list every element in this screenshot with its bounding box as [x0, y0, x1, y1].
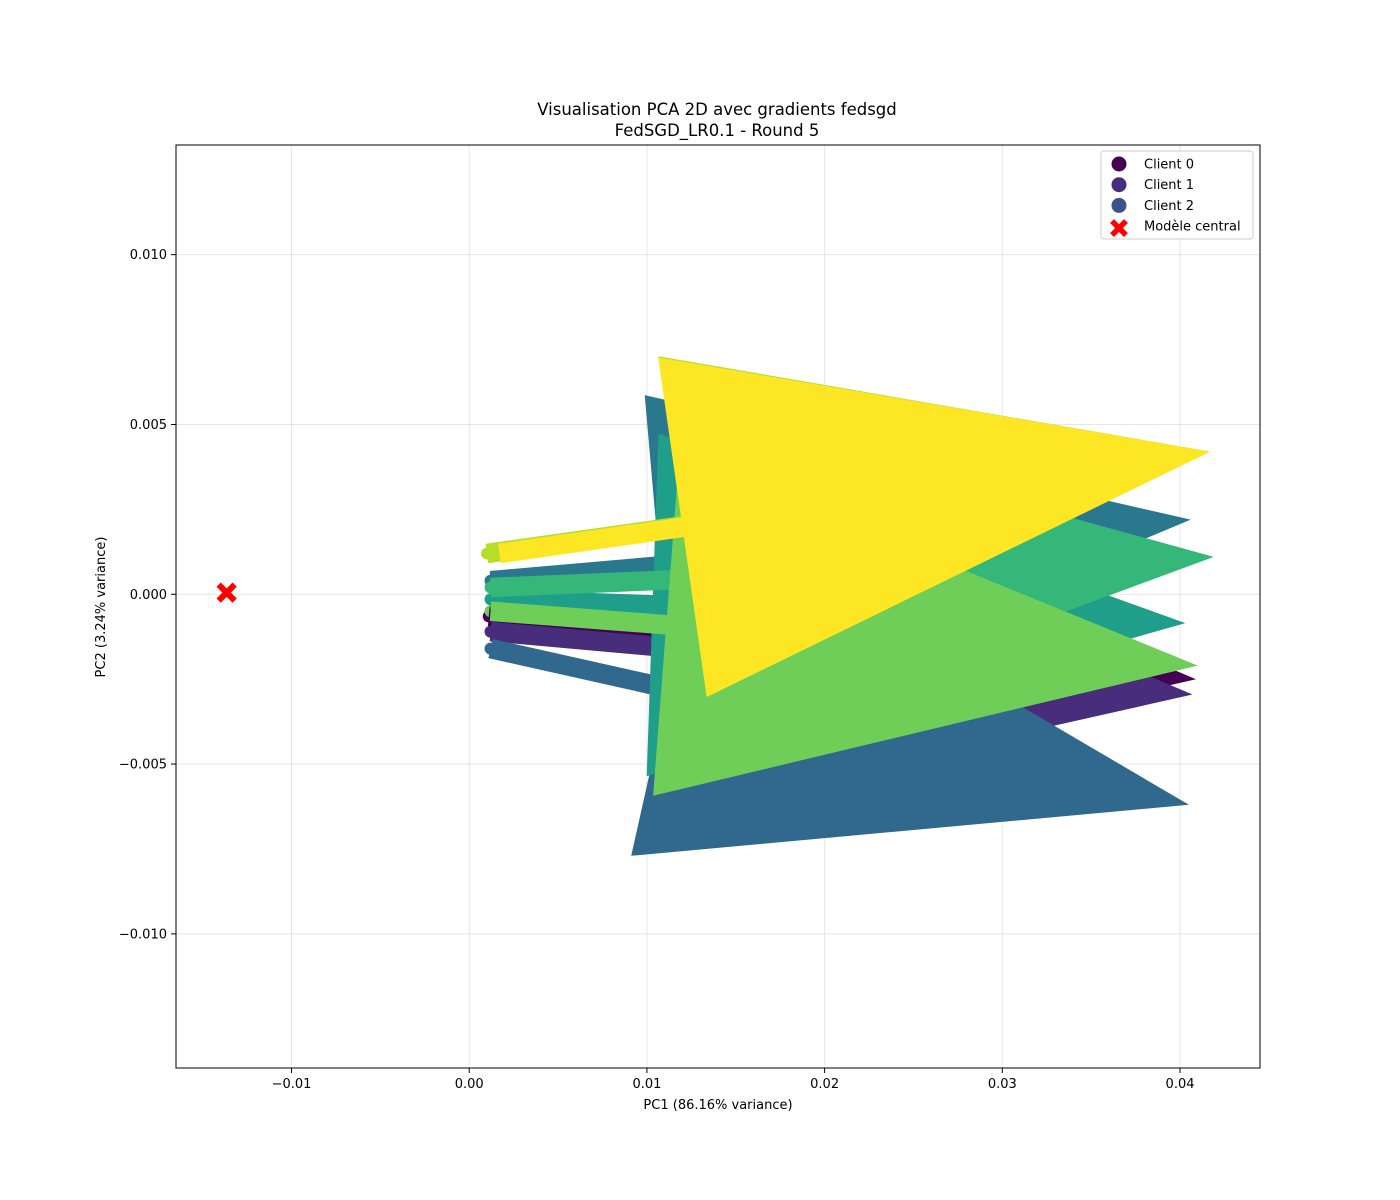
y-tick-label: −0.005 [119, 758, 167, 773]
legend-label: Modèle central [1144, 220, 1241, 235]
chart-title: Visualisation PCA 2D avec gradients feds… [537, 100, 897, 119]
legend-label: Client 1 [1144, 178, 1194, 193]
x-tick-label: 0.04 [1166, 1077, 1195, 1092]
legend-label: Client 0 [1144, 158, 1194, 173]
y-axis-label: PC2 (3.24% variance) [94, 537, 109, 678]
legend-marker [1111, 156, 1127, 172]
y-axis-ticks: −0.010 −0.005 0.000 0.005 0.010 [119, 248, 176, 942]
x-axis-label: PC1 (86.16% variance) [643, 1098, 792, 1113]
legend: Client 0 Client 1 Client 2 Modèle central [1100, 150, 1254, 240]
y-tick-label: −0.010 [119, 927, 167, 942]
plot-area [216, 356, 1214, 856]
legend-label: Client 2 [1144, 199, 1194, 214]
y-tick-label: 0.010 [130, 248, 167, 263]
x-tick-label: −0.01 [272, 1077, 312, 1092]
gradient-arrow [498, 357, 1211, 697]
legend-marker [1110, 219, 1128, 238]
y-tick-label: 0.000 [130, 588, 167, 603]
y-tick-label: 0.005 [130, 418, 167, 433]
x-tick-label: 0.00 [455, 1077, 484, 1092]
central-model-marker [216, 582, 237, 603]
legend-marker [1111, 197, 1127, 213]
chart-subtitle: FedSGD_LR0.1 - Round 5 [615, 121, 820, 141]
legend-frame [1100, 150, 1254, 240]
x-axis-ticks: −0.01 0.00 0.01 0.02 0.03 0.04 [272, 1068, 1195, 1092]
x-tick-label: 0.01 [632, 1077, 661, 1092]
axes-frame [175, 144, 1261, 1069]
x-tick-label: 0.02 [810, 1077, 839, 1092]
legend-marker [1111, 177, 1127, 193]
x-tick-label: 0.03 [988, 1077, 1017, 1092]
